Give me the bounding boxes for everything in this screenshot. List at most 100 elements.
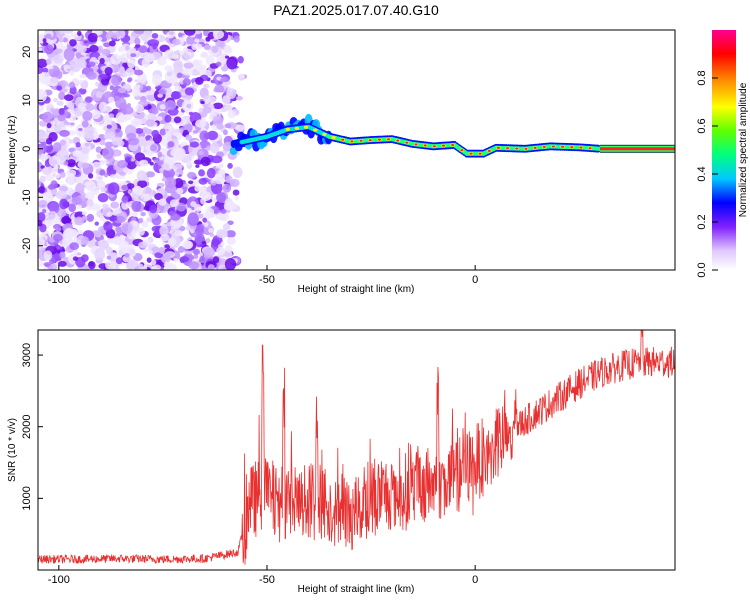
spectrogram-noise-blob: [108, 40, 116, 47]
spectrogram-noise-blob: [59, 198, 69, 210]
spectrogram-xtick-label: -50: [259, 274, 275, 286]
spectrogram-noise-blob: [99, 216, 105, 222]
spectrogram-noise-blob: [183, 30, 196, 36]
spectrogram-noise-blob: [38, 212, 46, 222]
spectrogram-signal-bead: [442, 144, 446, 147]
spectrogram-noise-blob: [164, 70, 177, 84]
spectrogram-noise-blob: [59, 171, 66, 178]
spectrogram-ytick-label: -20: [21, 238, 33, 254]
spectrogram-noise-blob: [89, 44, 99, 53]
spectrogram-noise-blob: [173, 82, 181, 87]
spectrogram-noise-blob: [157, 93, 163, 98]
spectrogram-noise-blob: [194, 233, 205, 245]
spectrogram-noise-blob: [44, 44, 54, 55]
spectrogram-signal-bead: [432, 145, 436, 148]
spectrogram-noise-blob: [43, 250, 53, 261]
spectrogram-noise-blob: [69, 39, 77, 47]
spectrogram-noise-blob: [235, 95, 243, 101]
spectrogram-noise-blob: [206, 167, 216, 179]
colorbar-axes: 0.0 0.2 0.4 0.6 0.8: [696, 70, 718, 278]
spectrogram-noise-blob: [191, 43, 198, 51]
spectrogram-signal-bead: [561, 145, 565, 148]
spectrogram-noise-blob: [209, 179, 215, 184]
spectrogram-noise-blob: [75, 142, 81, 148]
spectrogram-noise-blob: [224, 245, 233, 253]
spectrogram-noise-blob: [67, 101, 75, 110]
spectrogram-noise-blob: [68, 64, 81, 73]
spectrogram-noise-blob: [106, 246, 113, 256]
spectrogram-noise-blob: [216, 246, 226, 256]
snr-ylabel: SNR (10 * v/v): [7, 418, 18, 482]
spectrogram-noise-blob: [38, 146, 44, 155]
spectrogram-noise-blob: [57, 114, 66, 122]
spectrogram-noise-blob: [188, 261, 200, 270]
spectrogram-noise-blob: [124, 156, 132, 163]
spectrogram-noise-blob: [81, 162, 90, 169]
spectrogram-noise-blob: [165, 99, 177, 111]
spectrogram-signal-bead: [469, 152, 473, 155]
spectrogram-noise-blob: [145, 171, 156, 178]
colorbar-tick-label: 0.2: [696, 214, 708, 229]
spectrogram-noise-blob: [202, 83, 210, 88]
spectrogram-noise-blob: [167, 237, 177, 247]
spectrogram-noise-blob: [65, 86, 70, 90]
spectrogram-noise-blob: [81, 120, 89, 128]
spectrogram-noise-blob: [202, 217, 208, 223]
spectrogram-signal-bead: [387, 138, 391, 141]
spectrogram-noise-blob: [58, 108, 65, 115]
spectrogram-noise-blob: [83, 133, 95, 141]
spectrogram-noise-blob: [38, 259, 44, 268]
spectrogram-image: [38, 30, 675, 270]
spectrogram-noise-blob: [83, 40, 88, 44]
spectrogram-noise-blob: [215, 40, 224, 48]
spectrogram-ytick-label: 20: [21, 46, 33, 58]
spectrogram-noise-blob: [200, 100, 205, 105]
spectrogram-noise-blob: [127, 189, 132, 195]
spectrogram-noise-blob: [107, 182, 120, 195]
spectrogram-noise-blob: [142, 149, 148, 153]
spectrogram-noise-blob: [215, 61, 222, 67]
spectrogram-noise-blob: [143, 205, 151, 211]
spectrogram-noise-blob: [170, 91, 182, 100]
spectrogram-noise-blob: [74, 91, 81, 96]
spectrogram-noise-blob: [195, 119, 207, 128]
spectrogram-noise-blob: [82, 110, 93, 121]
spectrogram-noise-blob: [224, 257, 237, 270]
spectrogram-noise-blob: [131, 201, 142, 212]
spectrogram-noise-blob: [184, 240, 192, 250]
spectrogram-noise-blob: [227, 220, 234, 226]
spectrogram-noise-blob: [146, 85, 152, 91]
spectrogram-noise-blob: [198, 177, 208, 185]
spectrogram-noise-blob: [240, 74, 245, 79]
spectrogram-noise-blob: [62, 30, 74, 34]
spectrogram-noise-blob: [178, 37, 186, 43]
spectrogram-noise-blob: [49, 202, 60, 214]
spectrogram-noise-blob: [38, 199, 48, 209]
spectrogram-noise-blob: [79, 153, 89, 163]
spectrogram-noise-blob: [86, 205, 91, 211]
spectrogram-noise-blob: [224, 55, 230, 59]
spectrogram-noise-blob: [72, 150, 82, 157]
spectrogram-signal-bead: [551, 145, 555, 148]
spectrogram-noise-blob: [211, 45, 219, 54]
spectrogram-noise-blob: [98, 73, 108, 80]
spectrogram-noise-blob: [215, 212, 227, 221]
spectrogram-noise-blob: [151, 74, 162, 86]
spectrogram-noise-blob: [155, 115, 163, 122]
spectrogram-noise-blob: [38, 240, 42, 245]
spectrogram-noise-blob: [153, 159, 159, 163]
spectrogram-noise-blob: [55, 190, 68, 200]
spectrogram-noise-blob: [140, 211, 146, 217]
spectrogram-noise-blob: [143, 248, 149, 252]
spectrogram-noise-blob: [184, 87, 195, 96]
spectrogram-noise-blob: [69, 70, 75, 76]
spectrogram-signal-bead: [368, 139, 372, 142]
spectrogram-noise-blob: [232, 189, 240, 196]
spectrogram-noise-blob: [200, 191, 212, 202]
colorbar-tick-label: 0.6: [696, 118, 708, 133]
spectrogram-noise-blob: [98, 101, 108, 112]
spectrogram-noise-blob: [159, 104, 167, 110]
spectrogram-noise-blob: [136, 170, 148, 181]
spectrogram-noise-blob: [70, 32, 79, 38]
spectrogram-signal-bead: [396, 139, 400, 142]
